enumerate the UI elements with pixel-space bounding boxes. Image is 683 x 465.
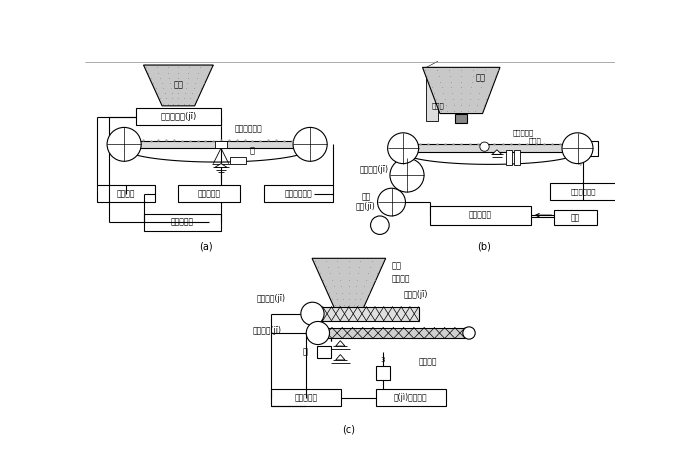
- Text: 調節電機(jī): 調節電機(jī): [359, 165, 388, 174]
- Text: 電子調節器: 電子調節器: [171, 218, 194, 226]
- Text: 計(jì)量給定值: 計(jì)量給定值: [394, 393, 428, 402]
- Bar: [430, 206, 531, 225]
- Bar: [136, 108, 221, 125]
- Text: 電機(jī): 電機(jī): [356, 202, 376, 211]
- Text: 等分截取裝置: 等分截取裝置: [570, 188, 596, 195]
- Bar: [317, 346, 331, 358]
- Text: 物料載送裝置: 物料載送裝置: [234, 125, 262, 133]
- Circle shape: [388, 133, 419, 164]
- Text: 秤: 秤: [249, 146, 255, 155]
- Polygon shape: [492, 150, 501, 154]
- Text: (a): (a): [199, 242, 212, 252]
- Polygon shape: [336, 354, 345, 360]
- Bar: [426, 67, 438, 121]
- Circle shape: [562, 133, 593, 164]
- Text: 檢重傳感器: 檢重傳感器: [198, 189, 221, 198]
- Circle shape: [463, 327, 475, 339]
- Circle shape: [293, 127, 327, 161]
- Bar: [376, 366, 390, 380]
- Text: 秤裝置: 秤裝置: [529, 137, 541, 144]
- Text: 料斗: 料斗: [391, 261, 402, 271]
- Bar: [506, 150, 512, 165]
- Bar: [97, 185, 155, 202]
- Text: 調節電機(jī): 調節電機(jī): [257, 294, 286, 303]
- Bar: [178, 185, 240, 202]
- Text: 3: 3: [380, 357, 385, 363]
- Text: 檢測裝置: 檢測裝置: [419, 357, 437, 366]
- Text: (c): (c): [342, 424, 355, 434]
- Text: 料斗: 料斗: [173, 80, 183, 90]
- Bar: [550, 183, 616, 200]
- Text: 測速: 測速: [361, 192, 371, 201]
- Bar: [554, 210, 597, 225]
- Circle shape: [301, 302, 324, 325]
- Bar: [214, 140, 227, 148]
- Bar: [322, 328, 465, 339]
- Polygon shape: [143, 65, 213, 106]
- Polygon shape: [312, 259, 386, 307]
- Circle shape: [378, 188, 406, 216]
- Bar: [230, 158, 246, 164]
- Text: 載物輸送帶: 載物輸送帶: [513, 129, 534, 136]
- Polygon shape: [214, 164, 227, 167]
- Bar: [314, 307, 419, 321]
- Circle shape: [107, 127, 141, 161]
- Text: 給定: 給定: [570, 213, 580, 222]
- Bar: [124, 140, 310, 148]
- Bar: [143, 213, 221, 231]
- Circle shape: [480, 142, 489, 151]
- Text: 同步電機(jī): 同步電機(jī): [253, 326, 282, 335]
- Bar: [271, 389, 341, 406]
- Text: 等分截取裝置: 等分截取裝置: [285, 189, 312, 198]
- Polygon shape: [423, 67, 500, 113]
- Text: 料倉: 料倉: [475, 73, 486, 82]
- Bar: [264, 185, 333, 202]
- Text: 給料螺旋: 給料螺旋: [391, 275, 410, 284]
- Text: 電子調節器: 電子調節器: [469, 211, 492, 219]
- Bar: [403, 144, 578, 152]
- Bar: [514, 150, 520, 165]
- Bar: [584, 140, 598, 156]
- Polygon shape: [336, 341, 345, 346]
- Circle shape: [371, 216, 389, 234]
- Bar: [376, 389, 446, 406]
- Text: 可控給料機(jī): 可控給料機(jī): [161, 112, 197, 121]
- Bar: [455, 113, 467, 123]
- Text: 稱量機(jī): 稱量機(jī): [403, 290, 428, 299]
- Circle shape: [390, 158, 424, 192]
- Text: 秤: 秤: [303, 348, 308, 357]
- Text: (b): (b): [477, 242, 492, 252]
- Text: 電子調節器: 電子調節器: [294, 393, 318, 402]
- Circle shape: [306, 321, 329, 345]
- Text: 靜閘門: 靜閘門: [432, 103, 444, 109]
- Text: 重量給定: 重量給定: [116, 189, 135, 198]
